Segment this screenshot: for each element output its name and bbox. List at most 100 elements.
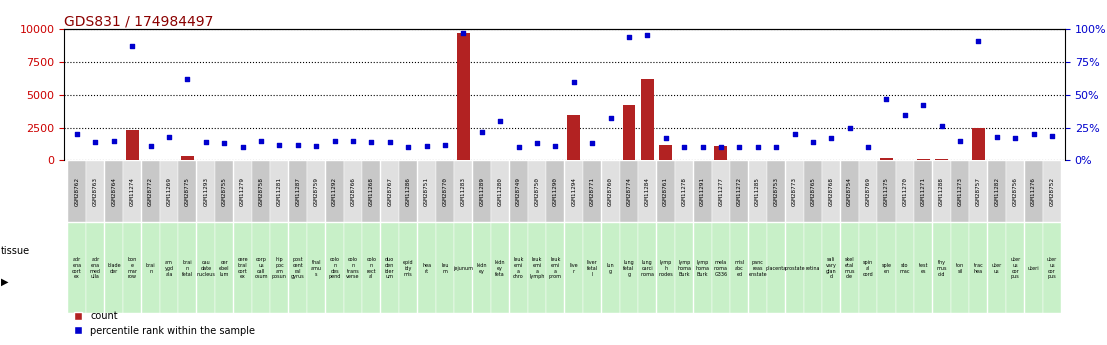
Point [804,139,821,145]
FancyBboxPatch shape [970,161,987,222]
Text: GSM28751: GSM28751 [424,177,430,206]
FancyBboxPatch shape [933,224,951,313]
Text: GSM11291: GSM11291 [700,177,705,206]
FancyBboxPatch shape [656,161,675,222]
Point [731,145,748,150]
FancyBboxPatch shape [823,161,840,222]
FancyBboxPatch shape [639,161,656,222]
FancyBboxPatch shape [565,161,582,222]
FancyBboxPatch shape [731,161,748,222]
Text: lung
carci
noma: lung carci noma [640,260,654,277]
FancyBboxPatch shape [1043,224,1062,313]
FancyBboxPatch shape [786,224,804,313]
FancyBboxPatch shape [178,161,196,222]
Text: GSM11281: GSM11281 [277,177,282,206]
FancyBboxPatch shape [381,224,399,313]
Text: GSM28769: GSM28769 [866,177,870,206]
Text: GSM11293: GSM11293 [204,177,208,206]
FancyBboxPatch shape [693,224,712,313]
Text: GSM11276: GSM11276 [1031,177,1036,206]
Text: spin
al
cord: spin al cord [862,260,873,277]
FancyBboxPatch shape [473,224,490,313]
Point [712,145,730,150]
Text: post
cent
ral
gyrus: post cent ral gyrus [291,257,304,279]
FancyBboxPatch shape [804,224,821,313]
Bar [714,146,727,160]
Text: ▶: ▶ [1,277,9,287]
Point [583,141,601,146]
Point [252,138,270,144]
Point [492,118,509,124]
Text: skel
etal
mus
cle: skel etal mus cle [845,257,855,279]
Text: live
r: live r [569,263,578,274]
FancyBboxPatch shape [215,161,234,222]
FancyBboxPatch shape [492,224,509,313]
Text: GSM28750: GSM28750 [535,177,539,206]
Text: GSM28775: GSM28775 [185,177,190,206]
Point [325,138,343,144]
FancyBboxPatch shape [492,161,509,222]
Text: GSM28749: GSM28749 [516,177,521,206]
Text: GSM11280: GSM11280 [498,177,503,206]
Bar [567,115,580,160]
FancyBboxPatch shape [528,224,546,313]
Text: GSM28765: GSM28765 [810,177,816,206]
Text: GSM11288: GSM11288 [939,177,944,206]
Text: lun
g: lun g [607,263,614,274]
FancyBboxPatch shape [161,161,178,222]
Text: GSM28755: GSM28755 [221,177,227,206]
Text: thy
mus
oid: thy mus oid [937,260,946,277]
Text: panc
reas
enstate: panc reas enstate [748,260,767,277]
Point [69,131,86,137]
Point [602,116,620,121]
Text: GSM11278: GSM11278 [682,177,686,206]
FancyBboxPatch shape [86,224,104,313]
Point [767,145,785,150]
Text: GSM11269: GSM11269 [166,177,172,206]
Text: colo
n
des
pend: colo n des pend [329,257,341,279]
Bar [880,158,893,160]
Text: GSM11292: GSM11292 [332,177,338,206]
FancyBboxPatch shape [840,224,859,313]
FancyBboxPatch shape [1006,224,1024,313]
Text: GSM28761: GSM28761 [663,177,669,206]
Text: bon
e
mar
row: bon e mar row [127,257,137,279]
FancyBboxPatch shape [362,224,381,313]
Point [178,76,196,82]
Point [841,125,859,130]
FancyBboxPatch shape [675,161,693,222]
FancyBboxPatch shape [840,161,859,222]
Text: GSM28758: GSM28758 [259,177,263,206]
FancyBboxPatch shape [1025,224,1043,313]
Text: GSM28759: GSM28759 [313,177,319,206]
Text: am
ygd
ala: am ygd ala [165,260,174,277]
Bar [917,159,930,160]
FancyBboxPatch shape [712,161,730,222]
Point [639,32,656,37]
FancyBboxPatch shape [583,224,601,313]
FancyBboxPatch shape [509,224,528,313]
Bar [660,145,672,160]
Point [142,143,159,149]
Point [105,138,123,144]
Point [951,138,969,144]
Text: GSM11272: GSM11272 [737,177,742,206]
Text: mela
noma
G336: mela noma G336 [714,260,728,277]
Text: adr
ena
med
ulla: adr ena med ulla [90,257,101,279]
Text: GSM28753: GSM28753 [774,177,778,206]
FancyBboxPatch shape [308,224,325,313]
Text: retina: retina [806,266,820,271]
Text: GSM28771: GSM28771 [590,177,594,206]
Text: GSM28773: GSM28773 [792,177,797,206]
FancyBboxPatch shape [767,161,785,222]
FancyBboxPatch shape [748,161,767,222]
FancyBboxPatch shape [951,224,969,313]
Text: GSM28770: GSM28770 [443,177,447,206]
Point [786,131,804,137]
Text: uter
us: uter us [992,263,1002,274]
Text: GSM11290: GSM11290 [552,177,558,206]
Text: brai
n
fetal: brai n fetal [182,260,193,277]
Point [509,145,527,150]
Text: GSM11277: GSM11277 [718,177,724,206]
Point [400,145,417,150]
